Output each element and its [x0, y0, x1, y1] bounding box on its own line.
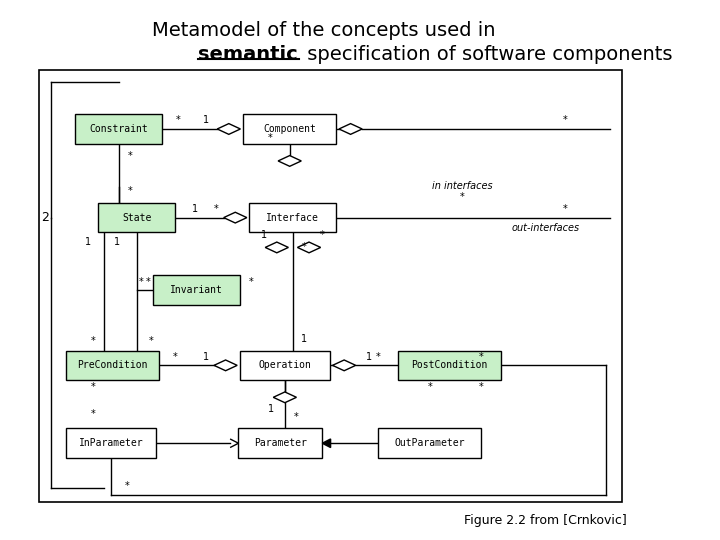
Text: 1: 1 — [261, 230, 267, 240]
Text: *: * — [459, 192, 464, 202]
Text: Component: Component — [264, 124, 316, 134]
Text: *: * — [320, 230, 324, 240]
Polygon shape — [297, 242, 320, 253]
Polygon shape — [339, 124, 362, 134]
Text: Constraint: Constraint — [89, 124, 148, 134]
Text: *: * — [302, 242, 307, 252]
Text: *: * — [128, 151, 133, 160]
Text: *: * — [479, 352, 484, 362]
Text: *: * — [148, 336, 153, 346]
Text: OutParameter: OutParameter — [395, 438, 465, 448]
Text: Parameter: Parameter — [254, 438, 307, 448]
Text: *: * — [173, 352, 178, 362]
Polygon shape — [214, 360, 237, 371]
Bar — [66, 428, 156, 458]
Text: *: * — [139, 276, 143, 287]
Bar — [397, 350, 500, 380]
Text: *: * — [176, 116, 181, 125]
Text: Metamodel of the concepts used in: Metamodel of the concepts used in — [152, 22, 495, 40]
Text: Figure 2.2 from [Crnkovic]: Figure 2.2 from [Crnkovic] — [464, 514, 626, 527]
Text: *: * — [268, 133, 273, 143]
Text: *: * — [91, 409, 96, 419]
Text: semantic: semantic — [198, 44, 297, 64]
Text: *: * — [563, 116, 567, 125]
Text: 1: 1 — [192, 204, 198, 214]
Bar — [249, 203, 336, 232]
Text: PreCondition: PreCondition — [77, 360, 148, 370]
Text: 1: 1 — [85, 237, 91, 247]
Bar — [39, 70, 622, 502]
Bar — [76, 114, 163, 144]
Text: 2: 2 — [41, 211, 49, 224]
Text: Operation: Operation — [258, 360, 311, 370]
Text: *: * — [214, 204, 218, 214]
Text: 1: 1 — [268, 404, 274, 414]
Text: *: * — [249, 276, 253, 287]
Text: State: State — [122, 213, 151, 222]
Text: *: * — [91, 336, 95, 346]
Text: 1: 1 — [366, 352, 372, 362]
Text: *: * — [376, 352, 381, 362]
Text: 1: 1 — [114, 237, 120, 247]
Text: specification of software components: specification of software components — [301, 44, 672, 64]
Text: 1: 1 — [302, 334, 307, 344]
Text: *: * — [294, 411, 299, 422]
Bar — [243, 114, 336, 144]
Bar — [238, 428, 323, 458]
Text: *: * — [128, 186, 133, 196]
Text: 1: 1 — [203, 352, 210, 362]
Text: *: * — [428, 382, 432, 392]
Bar — [66, 350, 159, 380]
Polygon shape — [333, 360, 356, 371]
Polygon shape — [274, 392, 297, 403]
Polygon shape — [323, 439, 330, 448]
Polygon shape — [217, 124, 240, 134]
Text: *: * — [479, 382, 484, 392]
Polygon shape — [278, 156, 301, 166]
Bar — [378, 428, 482, 458]
Text: out-interfaces: out-interfaces — [512, 224, 580, 233]
Text: Invariant: Invariant — [170, 285, 222, 295]
Text: Interface: Interface — [266, 213, 320, 222]
Text: InParameter: InParameter — [78, 438, 143, 448]
Bar — [153, 275, 240, 305]
Polygon shape — [224, 212, 247, 223]
Bar — [98, 203, 176, 232]
Polygon shape — [265, 242, 289, 253]
Text: 1: 1 — [203, 116, 210, 125]
Text: PostCondition: PostCondition — [411, 360, 487, 370]
Text: *: * — [91, 382, 96, 392]
Text: *: * — [146, 276, 150, 287]
Text: *: * — [563, 204, 567, 214]
Text: in interfaces: in interfaces — [432, 181, 492, 192]
Text: *: * — [125, 481, 130, 491]
Bar — [240, 350, 330, 380]
